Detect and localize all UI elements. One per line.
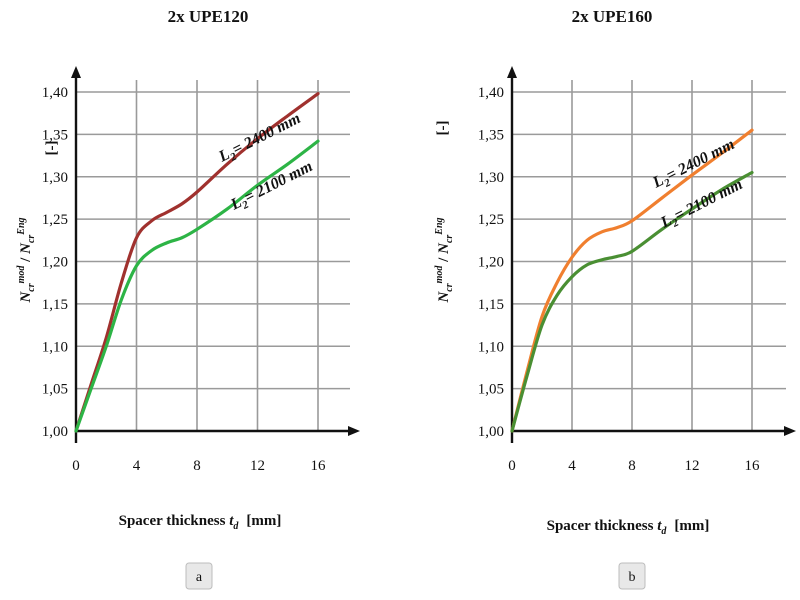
y-axis-arrow [71,66,81,78]
y-tick-label: 1,00 [42,424,68,440]
x-axis-label-b: Spacer thickness td [mm] [547,518,710,537]
panel-label-b: b [629,570,636,585]
y-tick-label: 1,40 [478,85,504,101]
chart-panel-b: 2x UPE160 1,001,051,101,151,201,251,301,… [434,7,796,590]
chart-title-b: 2x UPE160 [572,7,653,26]
y-tick-labels-b: 1,00 1,05 1,10 1,15 1,20 1,25 1,30 1,35 1,40 [478,85,504,440]
svg-text:Ncrmod / NcrEng: Ncrmod / NcrEng [16,217,37,303]
x-tick-label: 4 [568,458,576,474]
axes-a [71,66,360,443]
chart-title-a: 2x UPE120 [168,7,249,26]
series-group-b [510,128,754,433]
series-line-a-0 [74,92,320,433]
panel-label-box-a [185,562,213,590]
y-tick-label: 1,10 [478,339,504,355]
x-tick-label: 4 [133,458,141,474]
y-tick-label: 1,10 [42,339,68,355]
panel-label-box-b [618,562,646,590]
x-tick-label: 12 [685,458,700,474]
x-axis-label-a: Spacer thickness td [mm] [119,513,282,532]
y-tick-labels-a: 1,00 1,05 1,10 1,15 1,20 1,25 1,30 1,35 1,40 [42,85,68,440]
y-tick-label: 1,30 [478,170,504,186]
x-axis-arrow [784,426,796,436]
y-unit-b: [-] [435,121,451,136]
y-tick-label: 1,35 [42,127,68,143]
x-tick-label: 8 [628,458,636,474]
y-tick-label: 1,05 [478,382,504,398]
x-tick-label: 0 [508,458,516,474]
y-tick-label: 1,20 [478,255,504,271]
y-axis-arrow [507,66,517,78]
y-tick-label: 1,25 [42,212,68,228]
x-tick-label: 12 [250,458,265,474]
y-tick-label: 1,30 [42,170,68,186]
y-tick-label: 1,35 [478,127,504,143]
y-unit-a: [-] [44,141,60,156]
series-group-a [74,92,320,433]
y-tick-label: 1,40 [42,85,68,101]
series-label-a-2100: L2= 2100 mm [227,158,317,217]
x-tick-label: 16 [745,458,761,474]
y-tick-label: 1,05 [42,382,68,398]
axes-b [507,66,796,443]
x-tick-label: 16 [311,458,327,474]
x-axis-arrow [348,426,360,436]
y-tick-label: 1,20 [42,255,68,271]
grid-b [512,80,786,431]
y-tick-label: 1,15 [42,297,68,313]
svg-text:Ncrmod / NcrEng: Ncrmod / NcrEng [434,217,455,303]
y-tick-label: 1,25 [478,212,504,228]
x-tick-label: 8 [193,458,201,474]
y-tick-label: 1,15 [478,297,504,313]
y-axis-label-b: Ncrmod / NcrEng [434,217,455,303]
series-line-b-1 [510,170,754,433]
chart-panel-a: 2x UPE120 1,001,051,101,151,201,251,301,… [16,7,360,590]
x-tick-labels-b: 0 4 8 12 16 [508,458,760,474]
series-line-b-0 [510,128,754,433]
panel-label-a: a [196,570,203,585]
series-line-a-1 [74,139,320,433]
y-axis-label-a: Ncrmod / NcrEng [16,217,37,303]
x-tick-labels-a: 0 4 8 12 16 [72,458,326,474]
grid-a [76,80,350,431]
x-tick-label: 0 [72,458,80,474]
y-tick-label: 1,00 [478,424,504,440]
